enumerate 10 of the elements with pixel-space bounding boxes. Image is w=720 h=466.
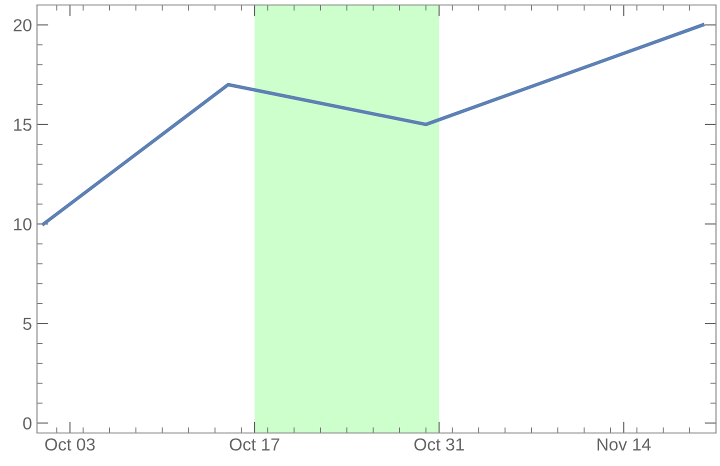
y-tick-label: 0 <box>23 417 32 430</box>
x-tick-label: Oct 17 <box>230 438 280 451</box>
line-series <box>42 23 705 226</box>
y-tick-label: 5 <box>23 318 32 330</box>
y-tick-label: 10 <box>14 218 32 230</box>
y-tick-label: 20 <box>14 19 32 32</box>
x-tick-label: Nov 14 <box>598 438 651 451</box>
y-tick-label: 15 <box>14 118 32 131</box>
x-tick-label: Oct 31 <box>414 438 464 451</box>
x-tick-label: Oct 03 <box>45 438 95 451</box>
